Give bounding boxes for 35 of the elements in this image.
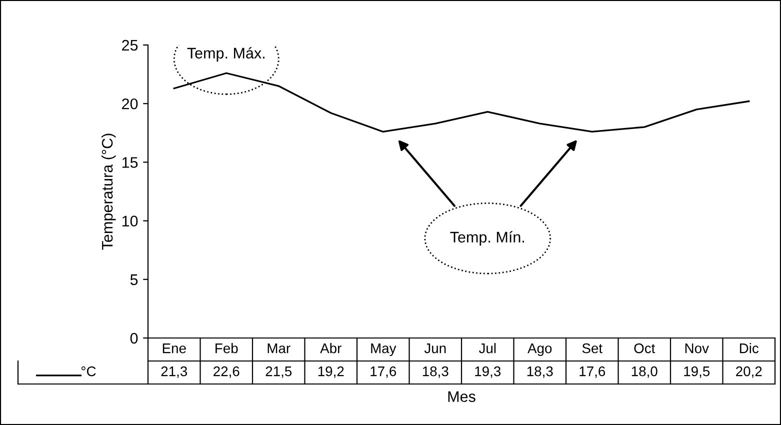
x-tick-label: Dic bbox=[740, 343, 759, 354]
data-label: 19,2 bbox=[318, 366, 344, 378]
x-tick-label: Ago bbox=[528, 344, 552, 356]
annotation: Temp. Mín. bbox=[450, 231, 524, 246]
x-axis-title: Mes bbox=[448, 391, 476, 402]
data-label: 22,6 bbox=[214, 366, 240, 378]
y-tick-label: 5 bbox=[130, 274, 138, 286]
y-tick-label: 10 bbox=[122, 216, 138, 226]
x-tick-label: Jul bbox=[478, 343, 496, 354]
data-label: 17,6 bbox=[580, 366, 606, 378]
x-tick-label: Mar bbox=[268, 344, 290, 354]
data-label: 21,5 bbox=[266, 366, 292, 378]
data-label: 19,3 bbox=[475, 366, 501, 378]
x-tick-label: Jun bbox=[424, 344, 446, 354]
y-tick-label: 15 bbox=[122, 157, 138, 168]
x-tick-label: May bbox=[371, 344, 396, 356]
data-label: 18,0 bbox=[632, 366, 658, 378]
y-tick-label: 0 bbox=[130, 332, 138, 344]
legend-label: °C bbox=[82, 366, 96, 376]
data-label: 19,5 bbox=[684, 366, 710, 378]
x-tick-label: Abr bbox=[320, 343, 342, 354]
data-label: 18,3 bbox=[527, 366, 553, 378]
y-tick-label: 25 bbox=[122, 40, 138, 51]
x-tick-label: Nov bbox=[685, 344, 709, 354]
x-tick-label: Oct bbox=[634, 343, 656, 354]
data-label: 20,2 bbox=[736, 366, 762, 378]
x-tick-label: Set bbox=[582, 343, 602, 354]
data-label: 21,3 bbox=[161, 366, 188, 378]
data-label: 18,3 bbox=[422, 366, 448, 378]
x-tick-label: Feb bbox=[216, 343, 238, 354]
data-label: 17,6 bbox=[370, 366, 396, 378]
x-tick-label: Ene bbox=[162, 344, 186, 354]
y-axis-title: Temperatura (°C) bbox=[101, 134, 116, 250]
annotation: Temp. Máx. bbox=[187, 47, 264, 62]
y-tick-label: 20 bbox=[122, 98, 138, 110]
